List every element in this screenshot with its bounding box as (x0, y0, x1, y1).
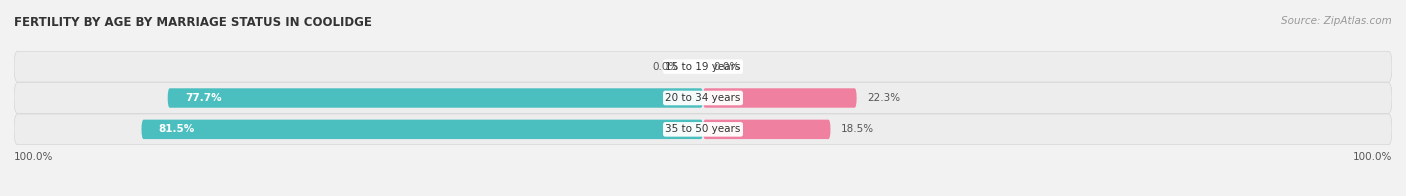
Text: 18.5%: 18.5% (841, 124, 875, 134)
FancyBboxPatch shape (14, 114, 1392, 145)
Text: 100.0%: 100.0% (1353, 152, 1392, 162)
Text: 0.0%: 0.0% (713, 62, 740, 72)
Text: 0.0%: 0.0% (652, 62, 679, 72)
FancyBboxPatch shape (167, 88, 703, 108)
Text: 81.5%: 81.5% (159, 124, 195, 134)
Text: 35 to 50 years: 35 to 50 years (665, 124, 741, 134)
FancyBboxPatch shape (142, 120, 703, 139)
Text: 15 to 19 years: 15 to 19 years (665, 62, 741, 72)
Text: Source: ZipAtlas.com: Source: ZipAtlas.com (1281, 16, 1392, 26)
FancyBboxPatch shape (14, 51, 1392, 82)
Text: 77.7%: 77.7% (186, 93, 222, 103)
Text: FERTILITY BY AGE BY MARRIAGE STATUS IN COOLIDGE: FERTILITY BY AGE BY MARRIAGE STATUS IN C… (14, 16, 373, 29)
Text: 20 to 34 years: 20 to 34 years (665, 93, 741, 103)
FancyBboxPatch shape (703, 88, 856, 108)
FancyBboxPatch shape (703, 120, 831, 139)
FancyBboxPatch shape (14, 83, 1392, 113)
Text: 100.0%: 100.0% (14, 152, 53, 162)
Text: 22.3%: 22.3% (868, 93, 900, 103)
